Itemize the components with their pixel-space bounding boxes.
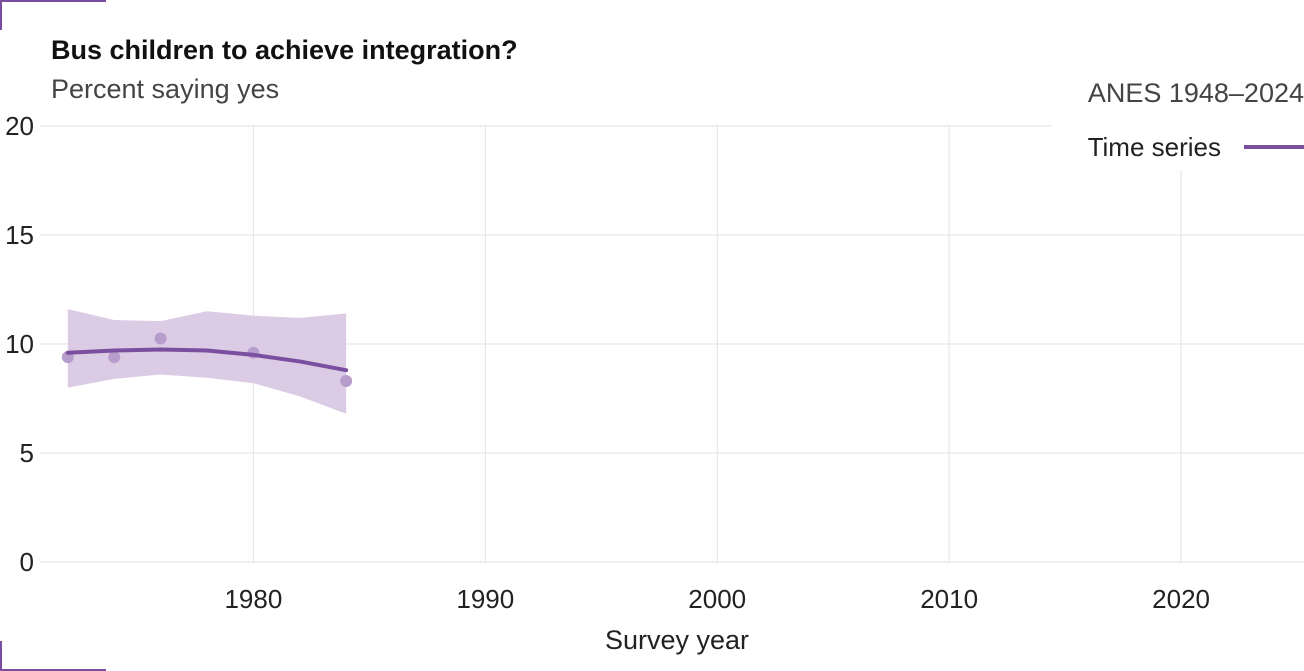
- y-tick-label-5: 5: [20, 438, 34, 468]
- x-tick-label-1980: 1980: [224, 584, 282, 614]
- x-tick-labels: 1980 1990 2000 2010 2020: [224, 584, 1210, 614]
- data-point-1974: [108, 351, 121, 364]
- series-lines: [65, 347, 349, 373]
- x-tick-label-2000: 2000: [688, 584, 746, 614]
- legend: Time series: [1088, 132, 1304, 162]
- y-tick-label-0: 0: [20, 547, 34, 577]
- legend-background: [1052, 118, 1304, 170]
- data-point-1984: [340, 375, 353, 388]
- chart-source-label: ANES 1948–2024: [1087, 78, 1304, 108]
- x-axis-title: Survey year: [605, 625, 749, 655]
- chart-title: Bus children to achieve integration?: [51, 35, 518, 65]
- x-tick-label-2010: 2010: [920, 584, 978, 614]
- y-tick-label-10: 10: [5, 329, 34, 359]
- series-line-0: [65, 347, 349, 373]
- legend-label-time-series: Time series: [1088, 132, 1221, 162]
- data-points: [61, 332, 353, 388]
- confidence-bands: [67, 309, 347, 414]
- confidence-band-series-0: [67, 309, 347, 414]
- corner-accent-top-left: [0, 0, 106, 30]
- y-tick-labels: 0 5 10 15 20: [5, 111, 34, 577]
- y-tick-label-15: 15: [5, 220, 34, 250]
- data-point-1976: [154, 332, 167, 345]
- legend-backdrop: [1052, 118, 1304, 170]
- chart-subtitle: Percent saying yes: [51, 74, 280, 104]
- y-tick-label-20: 20: [5, 111, 34, 141]
- x-tick-label-1990: 1990: [456, 584, 514, 614]
- x-tick-label-2020: 2020: [1152, 584, 1210, 614]
- corner-accent-bottom-left: [0, 641, 106, 671]
